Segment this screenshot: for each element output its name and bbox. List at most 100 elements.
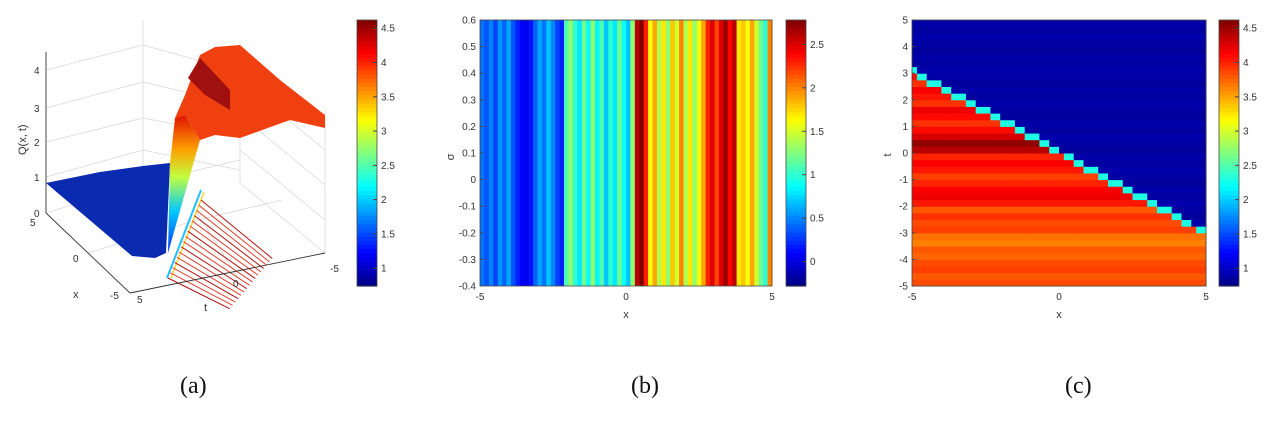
heatmap-cell (1093, 46, 1099, 54)
heatmap-cell (946, 146, 952, 154)
heatmap-cell (1127, 226, 1133, 234)
heatmap-cell (980, 219, 986, 227)
heatmap-cell (1024, 26, 1031, 34)
heatmap-cell (1078, 79, 1084, 87)
heatmap-cell (1191, 66, 1197, 74)
heatmap-cell (916, 166, 923, 174)
heatmap-cell (1014, 252, 1021, 260)
heatmap-cell (1112, 26, 1119, 34)
heatmap-cell (1112, 20, 1119, 28)
heatmap-cell (975, 79, 982, 87)
heatmap-cell (1000, 46, 1006, 54)
heatmap-column (630, 20, 636, 286)
heatmap-cell (1049, 73, 1055, 81)
colorbar-swatch (786, 119, 806, 125)
heatmap-cell (1103, 266, 1109, 274)
heatmap-cell (1122, 246, 1129, 254)
heatmap-cell (961, 259, 967, 267)
heatmap-cell (1073, 246, 1080, 254)
heatmap-cell (1068, 272, 1075, 280)
heatmap-cell (990, 53, 996, 61)
heatmap-cell (961, 166, 967, 174)
heatmap-cell (1029, 153, 1035, 161)
heatmap-cell (1127, 86, 1133, 94)
heatmap-cell (1010, 119, 1016, 127)
heatmap-cell (1059, 259, 1065, 267)
heatmap-cell (1176, 53, 1182, 61)
heatmap-cell (936, 153, 942, 161)
heatmap-cell (1127, 186, 1133, 194)
heatmap-cell (1103, 133, 1109, 141)
colorbar-swatch (786, 177, 806, 183)
colorbar-swatch (786, 74, 806, 79)
heatmap-cell (931, 179, 937, 187)
heatmap-cell (1010, 232, 1016, 240)
heatmap-cell (1127, 39, 1133, 48)
heatmap-cell (1186, 226, 1192, 234)
heatmap-cell (1049, 133, 1055, 141)
colorbar-swatch (786, 69, 806, 75)
heatmap-cell (995, 139, 1001, 147)
colorbar-swatch (786, 227, 806, 233)
heatmap-cell (1083, 226, 1089, 234)
heatmap-cell (1000, 266, 1006, 274)
heatmap-cell (1196, 159, 1202, 167)
heatmap-cell (1049, 39, 1055, 48)
heatmap-cell (931, 113, 937, 121)
heatmap-cell (1039, 192, 1045, 201)
heatmap-cell (1010, 226, 1016, 234)
heatmap-cell (1093, 219, 1099, 227)
heatmap-cell (1014, 272, 1021, 280)
colorbar-swatch (786, 44, 806, 50)
heatmap-cell (1117, 192, 1124, 201)
heatmap-cell (1112, 279, 1119, 287)
colorbar-swatch (357, 132, 377, 137)
heatmap-cell (1029, 199, 1035, 207)
heatmap-cell (1044, 192, 1050, 201)
heatmap-cell (1122, 119, 1129, 127)
heatmap-cell (1147, 179, 1153, 187)
heatmap-cell (970, 99, 977, 107)
colorbar-swatch (786, 140, 806, 146)
heatmap-cell (990, 46, 996, 54)
heatmap-cell (916, 79, 923, 87)
heatmap-cell (1019, 33, 1026, 41)
heatmap-cell (941, 239, 947, 247)
heatmap-cell (1019, 246, 1026, 254)
heatmap-cell (941, 99, 947, 107)
heatmap-cell (1044, 106, 1050, 114)
heatmap-cell (1098, 153, 1104, 161)
heatmap-cell (1201, 192, 1207, 201)
heatmap-cell (1108, 119, 1114, 127)
heatmap-cell (1122, 252, 1129, 260)
heatmap-cell (985, 119, 991, 127)
contour-line (200, 199, 273, 259)
heatmap-cell (961, 53, 967, 61)
heatmap-cell (1122, 159, 1129, 167)
heatmap-cell (1147, 33, 1153, 41)
heatmap-cell (1049, 33, 1055, 41)
heatmap-cell (1176, 272, 1182, 280)
heatmap-cell (1103, 106, 1109, 114)
heatmap-cell (965, 266, 972, 274)
colorbar-swatch (786, 194, 806, 200)
heatmap-cell (970, 266, 977, 274)
heatmap-cell (926, 33, 933, 41)
heatmap-cell (1157, 272, 1163, 280)
heatmap-cell (1093, 259, 1099, 267)
heatmap-cell (1186, 106, 1192, 114)
heatmap-cell (1019, 279, 1026, 287)
heatmap-cell (1176, 266, 1182, 274)
heatmap-cell (1157, 192, 1163, 201)
heatmap-cell (995, 232, 1001, 240)
colorbar-swatch (1219, 148, 1239, 154)
heatmap-cell (990, 226, 996, 234)
heatmap-cell (946, 212, 952, 220)
heatmap-cell (1166, 279, 1173, 287)
heatmap-cell (1152, 126, 1158, 134)
heatmap-cell (1147, 186, 1153, 194)
heatmap-column (577, 20, 583, 286)
colorbar-swatch (786, 148, 806, 154)
heatmap-cell (990, 20, 996, 28)
heatmap-cell (975, 119, 982, 127)
